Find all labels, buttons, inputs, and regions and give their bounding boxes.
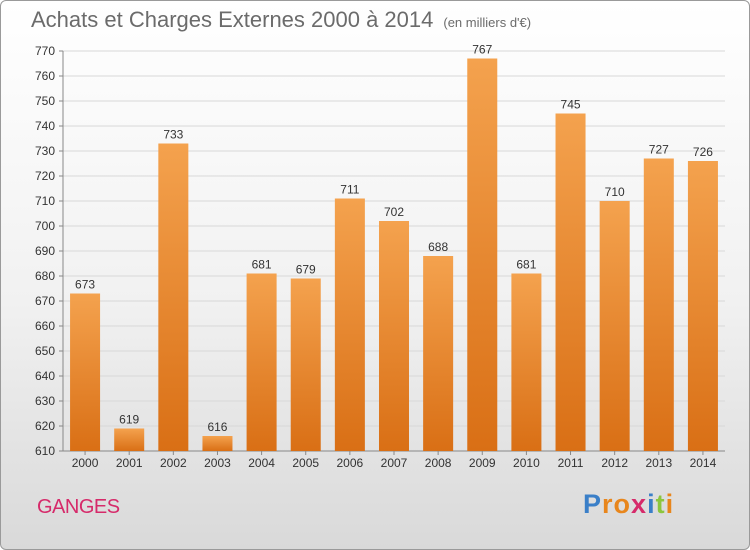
bar-2013 — [643, 158, 674, 451]
y-tick-label: 720 — [35, 169, 55, 183]
x-tick-label-2006: 2006 — [337, 456, 364, 470]
bar-2006 — [334, 198, 365, 451]
data-label-2007: 702 — [384, 205, 404, 219]
x-tick-label-2010: 2010 — [513, 456, 540, 470]
data-label-2010: 681 — [516, 258, 536, 272]
y-tick-label: 630 — [35, 394, 55, 408]
bar-2011 — [555, 113, 586, 451]
bar-2003 — [202, 436, 233, 451]
y-tick-label: 750 — [35, 94, 55, 108]
y-tick-label: 700 — [35, 219, 55, 233]
y-tick-label: 740 — [35, 119, 55, 133]
y-tick-label: 690 — [35, 244, 55, 258]
bar-2009 — [467, 58, 498, 451]
x-tick-label-2007: 2007 — [381, 456, 408, 470]
chart-title: Achats et Charges Externes 2000 à 2014 (e… — [31, 7, 531, 33]
chart-title-text: Achats et Charges Externes 2000 à 2014 — [31, 7, 434, 32]
data-label-2012: 710 — [605, 185, 625, 199]
data-label-2003: 616 — [207, 420, 227, 434]
data-label-2014: 726 — [693, 145, 713, 159]
logo-letter: o — [613, 489, 632, 519]
y-tick-label: 760 — [35, 69, 55, 83]
x-tick-label-2000: 2000 — [72, 456, 99, 470]
y-tick-label: 610 — [35, 444, 55, 458]
data-label-2000: 673 — [75, 278, 95, 292]
data-label-2008: 688 — [428, 240, 448, 254]
bar-2008 — [423, 256, 454, 451]
logo-letter: t — [655, 489, 666, 519]
city-label: GANGES — [37, 496, 120, 518]
logo-letter: i — [665, 489, 675, 519]
data-labels: 673 619 733 616 681 679 711 702 688 767 681 745 710 7… — [75, 43, 713, 435]
y-tick-label: 680 — [35, 269, 55, 283]
bar-2005 — [290, 278, 321, 451]
bar-2012 — [599, 201, 630, 451]
y-tick-label: 730 — [35, 144, 55, 158]
y-tick-label: 710 — [35, 194, 55, 208]
x-tick-label-2002: 2002 — [160, 456, 187, 470]
y-tick-label: 660 — [35, 319, 55, 333]
logo-letter: x — [631, 489, 648, 519]
bar-2002 — [158, 143, 189, 451]
data-label-2011: 745 — [561, 98, 581, 112]
y-tick-label: 670 — [35, 294, 55, 308]
y-tick-label: 770 — [35, 44, 55, 58]
x-tick-label-2005: 2005 — [292, 456, 319, 470]
x-tick-label-2013: 2013 — [645, 456, 672, 470]
data-label-2001: 619 — [119, 413, 139, 427]
bar-2010 — [511, 273, 542, 451]
x-tick-label-2003: 2003 — [204, 456, 231, 470]
bar-2007 — [378, 221, 410, 451]
data-label-2004: 681 — [252, 258, 272, 272]
chart-subtitle: (en milliers d'€) — [443, 15, 532, 30]
x-tick-label-2004: 2004 — [248, 456, 275, 470]
data-label-2013: 727 — [649, 143, 669, 157]
y-tick-label: 620 — [35, 419, 55, 433]
logo-letter: P — [583, 489, 603, 519]
y-tick-label: 640 — [35, 369, 55, 383]
bar-2014 — [687, 161, 718, 451]
x-tick-label-2009: 2009 — [469, 456, 496, 470]
x-tick-label-2014: 2014 — [690, 456, 717, 470]
bar-2000 — [70, 293, 101, 451]
x-tick-label-2012: 2012 — [601, 456, 628, 470]
x-tick-label-2008: 2008 — [425, 456, 452, 470]
x-tick-label-2001: 2001 — [116, 456, 143, 470]
x-tick-label-2011: 2011 — [558, 456, 584, 470]
data-label-2009: 767 — [472, 43, 492, 57]
logo-letter: i — [647, 489, 656, 519]
bar-2001 — [114, 428, 145, 451]
data-label-2002: 733 — [163, 128, 183, 142]
data-label-2006: 711 — [340, 183, 359, 197]
proxiti-logo[interactable]: Proxiti — [583, 489, 674, 520]
logo-letter: r — [602, 489, 614, 519]
bar-2004 — [246, 273, 277, 451]
data-label-2005: 679 — [296, 263, 316, 277]
bars — [70, 58, 718, 451]
y-tick-label: 650 — [35, 344, 55, 358]
